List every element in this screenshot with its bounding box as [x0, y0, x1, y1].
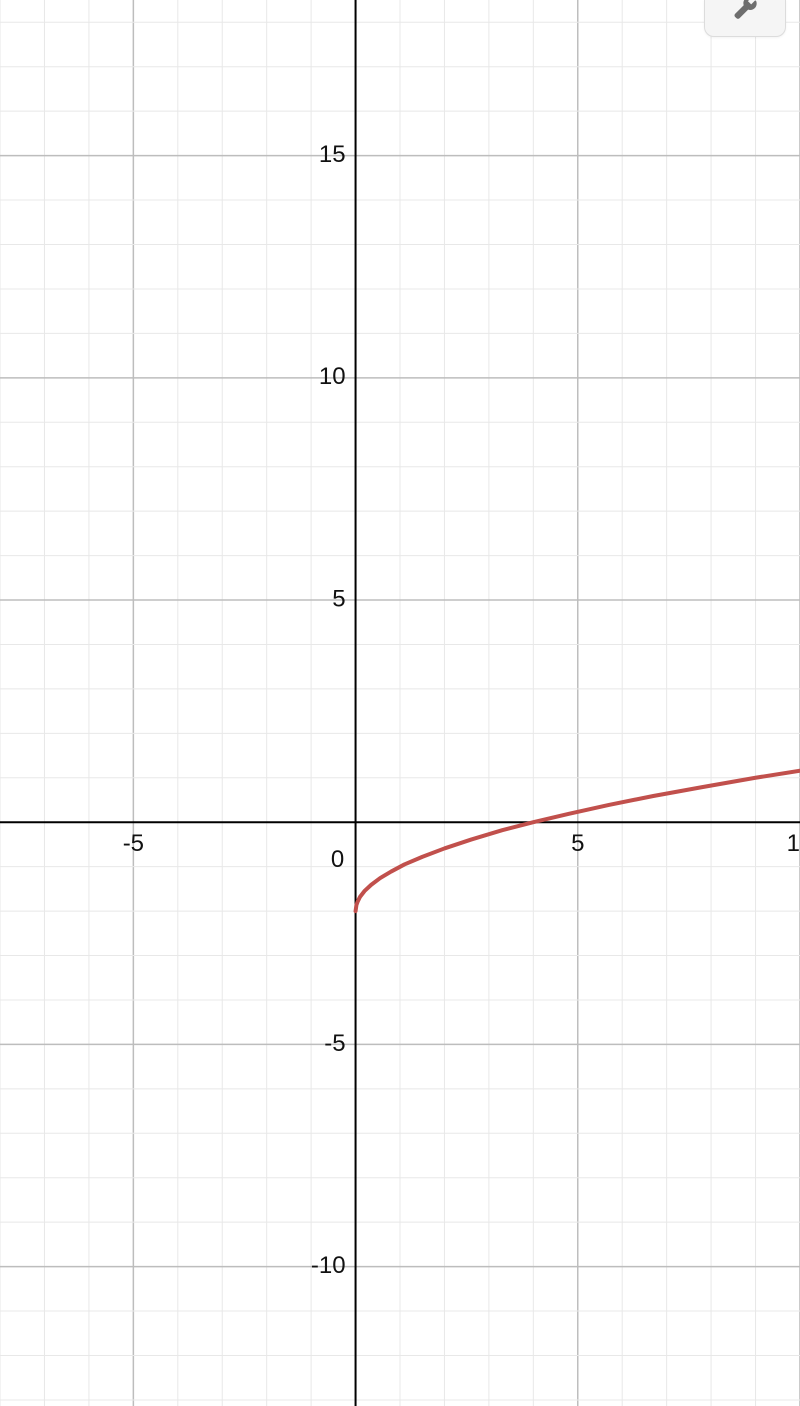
y-tick-label: 10: [319, 363, 346, 390]
x-tick-label: 5: [571, 830, 584, 857]
graph-canvas[interactable]: -5 0 5 10 -10 -5 5 10 15: [0, 0, 800, 1406]
x-tick-label: 0: [331, 846, 344, 873]
x-tick-label: 10: [787, 830, 800, 857]
y-tick-label: 5: [332, 585, 345, 612]
settings-button[interactable]: [704, 0, 786, 37]
plot-svg[interactable]: -5 0 5 10 -10 -5 5 10 15: [0, 0, 800, 1406]
x-tick-label: -5: [123, 830, 144, 857]
y-tick-label: -5: [324, 1030, 345, 1057]
wrench-icon: [731, 0, 759, 22]
y-tick-label: -10: [311, 1252, 346, 1279]
y-tick-label: 15: [319, 141, 346, 168]
